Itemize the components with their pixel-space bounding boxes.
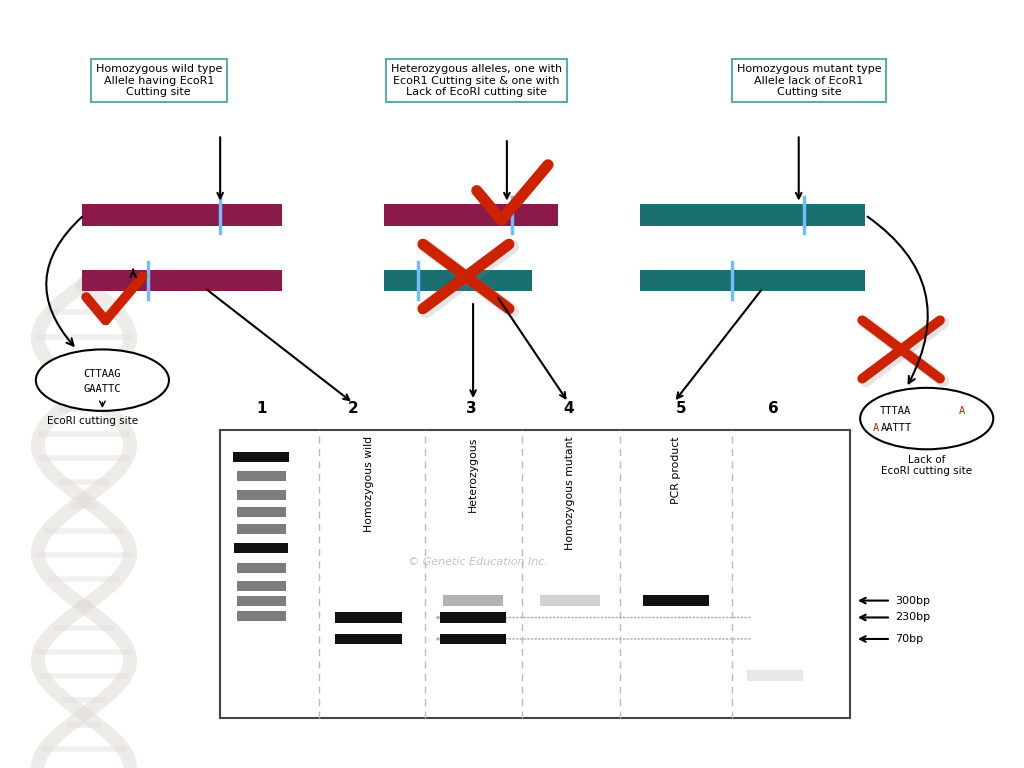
Ellipse shape (860, 388, 993, 449)
Text: A: A (872, 422, 879, 433)
Text: 70bp: 70bp (895, 634, 923, 644)
Text: 230bp: 230bp (895, 612, 930, 623)
Bar (336, 612, 401, 623)
Text: Heterozygous alleles, one with
EcoR1 Cutting site & one with
Lack of EcoRI cutti: Heterozygous alleles, one with EcoR1 Cut… (390, 64, 562, 98)
Text: A: A (958, 406, 965, 416)
Text: 2: 2 (348, 401, 358, 416)
Text: 1: 1 (256, 401, 266, 416)
Bar (237, 596, 286, 605)
Bar (82, 270, 282, 291)
Bar (237, 490, 286, 500)
Text: 300bp: 300bp (895, 595, 930, 606)
FancyArrowPatch shape (867, 217, 928, 383)
Bar (746, 670, 804, 681)
Bar (233, 452, 290, 462)
Ellipse shape (36, 349, 169, 411)
Text: EcoRI cutting site: EcoRI cutting site (47, 416, 137, 426)
Bar (220, 430, 850, 718)
Text: CTTAAG: CTTAAG (84, 369, 121, 379)
Bar (541, 595, 600, 606)
Bar (237, 472, 286, 481)
Bar (384, 204, 558, 226)
Text: Homozygous wild: Homozygous wild (364, 436, 374, 532)
Bar (237, 564, 286, 573)
Text: 6: 6 (768, 401, 778, 416)
Text: Heterozygous: Heterozygous (468, 436, 478, 511)
Bar (640, 270, 865, 291)
Bar (237, 524, 286, 535)
Bar (440, 634, 506, 644)
Bar (440, 612, 506, 623)
Bar (237, 581, 286, 591)
Text: 5: 5 (676, 401, 686, 416)
Text: © Genetic Education Inc.: © Genetic Education Inc. (409, 557, 548, 568)
Text: Lack of
EcoRI cutting site: Lack of EcoRI cutting site (882, 455, 972, 476)
Text: 3: 3 (466, 401, 476, 416)
Bar (237, 508, 286, 518)
Bar (384, 270, 532, 291)
Bar (443, 595, 503, 606)
Bar (643, 595, 710, 606)
Text: 4: 4 (563, 401, 573, 416)
Text: TTTAA: TTTAA (880, 406, 911, 416)
Text: Homozygous wild type
Allele having EcoR1
Cutting site: Homozygous wild type Allele having EcoR1… (95, 64, 222, 98)
Text: Homozygous mutant: Homozygous mutant (565, 436, 575, 550)
Text: GAATTC: GAATTC (84, 384, 121, 395)
Text: AATTT: AATTT (881, 422, 912, 433)
Text: Homozygous mutant type
Allele lack of EcoR1
Cutting site: Homozygous mutant type Allele lack of Ec… (736, 64, 882, 98)
Bar (82, 204, 282, 226)
FancyArrowPatch shape (46, 217, 82, 346)
Text: PCR product: PCR product (671, 436, 681, 504)
Bar (336, 634, 401, 644)
Bar (237, 611, 286, 621)
Bar (234, 544, 288, 553)
Bar (640, 204, 865, 226)
